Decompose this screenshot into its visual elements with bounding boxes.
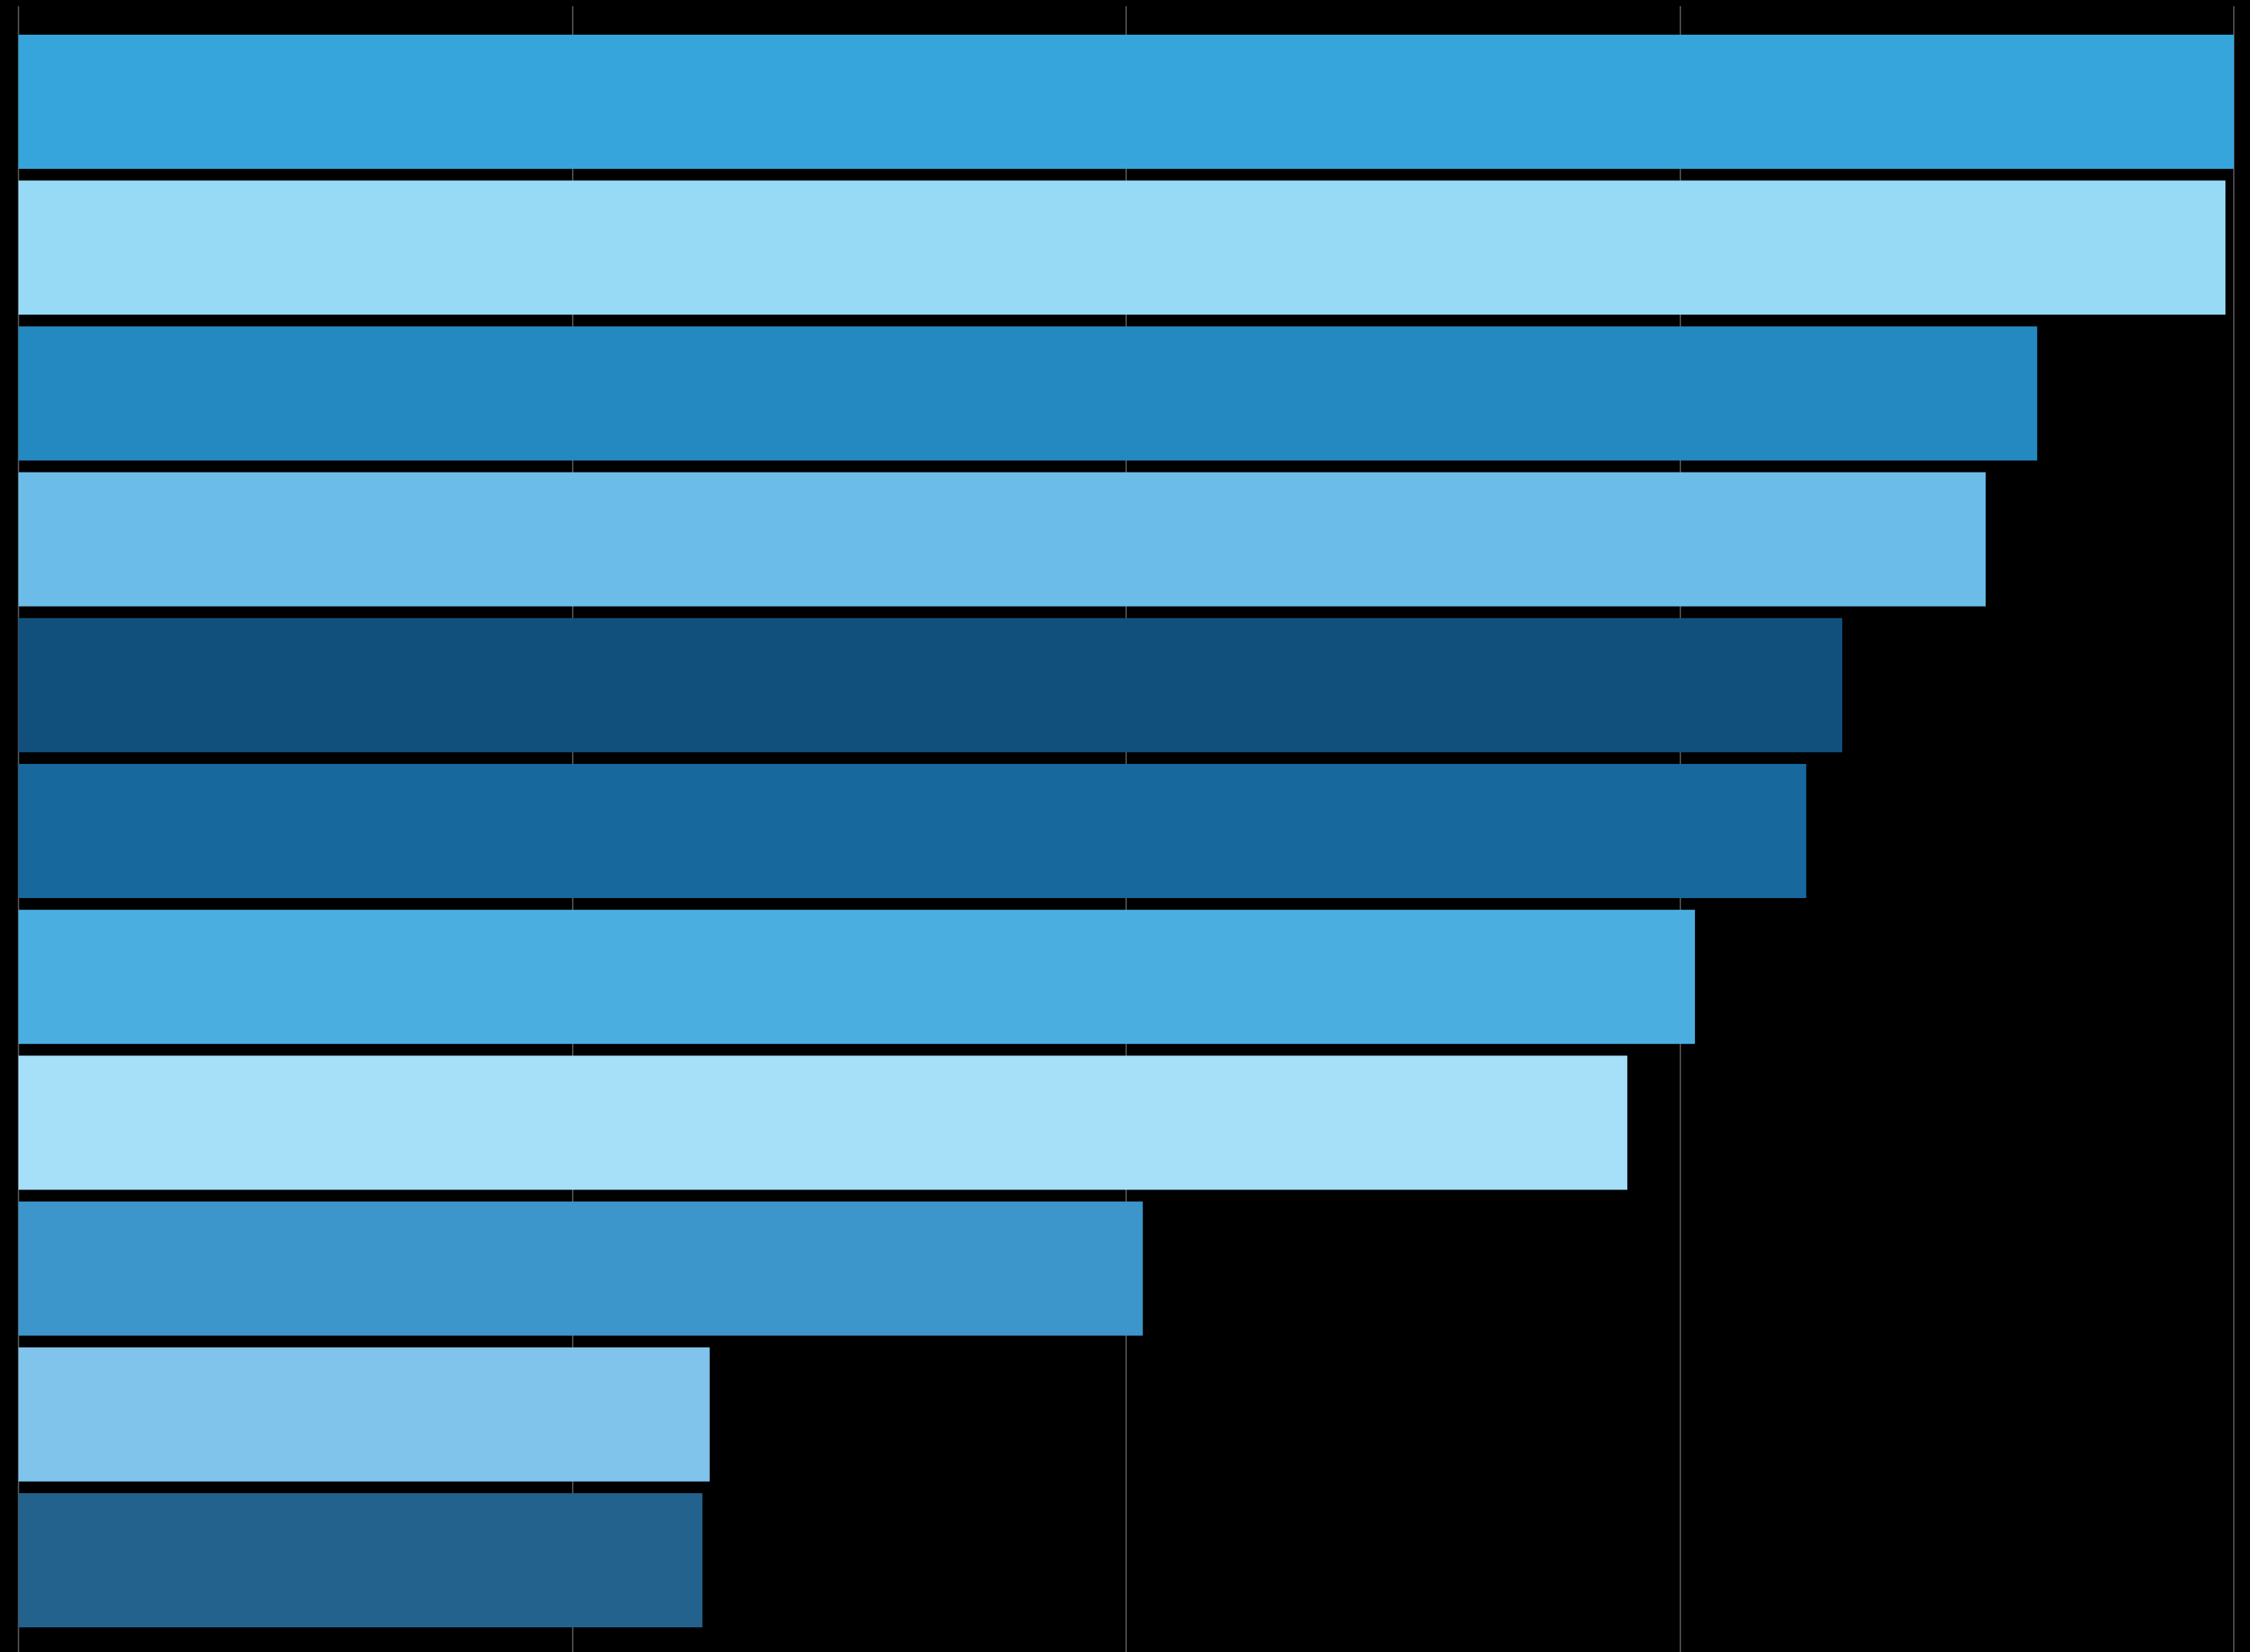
bar-8: [18, 1055, 1628, 1190]
bar-4: [18, 472, 1986, 607]
bar-10: [18, 1347, 710, 1482]
bar-7: [18, 910, 1695, 1045]
bar-3: [18, 326, 2037, 461]
bar-6: [18, 764, 1807, 898]
bar-1: [18, 35, 2234, 169]
bar-11: [18, 1493, 703, 1627]
bar-5: [18, 617, 1842, 752]
bars: [18, 35, 2234, 1627]
bar-2: [18, 180, 2226, 315]
bar-9: [18, 1201, 1143, 1336]
